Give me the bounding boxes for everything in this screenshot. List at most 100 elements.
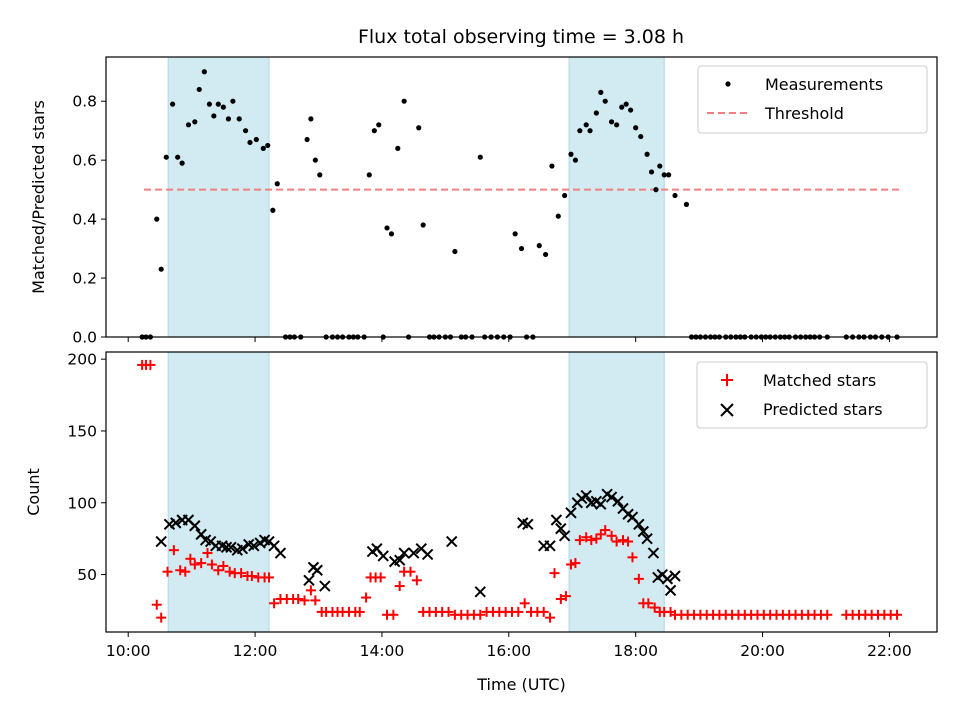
measurement-point-59 <box>452 248 458 255</box>
measurement-point-13 <box>206 101 212 107</box>
measurement-point-89 <box>623 101 629 107</box>
predicted-star-point-52 <box>605 491 618 503</box>
measurement-point-23 <box>260 145 266 151</box>
measurement-point-34 <box>317 172 323 178</box>
top-axes-frame <box>105 56 938 338</box>
measurement-point-12 <box>201 69 207 75</box>
matched-star-point-86 <box>627 552 638 563</box>
measurement-point-81 <box>583 122 589 128</box>
predicted-star-point-22 <box>303 574 315 587</box>
matched-star-point-84 <box>617 535 628 546</box>
measurement-point-10 <box>192 119 198 125</box>
bottom-y-tick-label-0: 50 <box>77 566 97 584</box>
predicted-star-point-31 <box>398 547 410 559</box>
top-shaded-interval-1 <box>568 56 665 338</box>
measurement-point-90 <box>628 107 634 113</box>
predicted-star-point-47 <box>580 489 592 502</box>
measurement-point-14 <box>211 113 217 119</box>
measurement-point-98 <box>666 172 672 178</box>
measurement-point-22 <box>253 136 259 143</box>
bottom-axes-ticks: 10:00 12:00 14:00 16:00 18:00 20:00 22:00 50 100… <box>67 351 911 660</box>
measurement-point-33 <box>312 157 318 163</box>
measurement-point-15 <box>215 101 221 107</box>
x-tick-label-4: 18:00 <box>613 642 658 660</box>
predicted-star-point-59 <box>641 532 653 545</box>
legend-measurements-label: Measurements <box>765 75 883 94</box>
measurement-point-43 <box>366 172 372 178</box>
predicted-star-point-64 <box>664 584 677 597</box>
predicted-star-point-38 <box>522 518 534 531</box>
matched-star-point-13 <box>206 559 217 570</box>
matched-star-point-2 <box>145 359 156 370</box>
predicted-star-point-11 <box>220 541 233 553</box>
measurement-point-6 <box>170 101 176 107</box>
matched-star-point-4 <box>156 612 167 623</box>
matched-star-point-9 <box>185 553 196 564</box>
legend-threshold-label: Threshold <box>764 104 844 123</box>
matched-star-point-72 <box>555 593 566 604</box>
bottom-axes-frame <box>105 351 938 633</box>
matched-star-point-66 <box>519 598 530 609</box>
measurement-point-7 <box>175 154 181 160</box>
measurement-point-83 <box>593 110 599 116</box>
measurement-point-4 <box>158 266 164 272</box>
measurement-point-76 <box>555 213 561 219</box>
top-panel: 0.00.20.40.60.8 Matched/Predicted stars … <box>29 56 938 347</box>
matched-star-point-31 <box>310 595 321 606</box>
matched-star-point-65 <box>513 606 524 617</box>
matched-star-point-71 <box>549 568 560 579</box>
matched-star-point-6 <box>168 545 179 556</box>
measurement-point-50 <box>401 98 407 104</box>
matched-star-point-30 <box>305 585 316 596</box>
measurement-point-77 <box>562 192 568 199</box>
predicted-star-point-24 <box>311 564 323 576</box>
predicted-star-point-42 <box>555 522 567 535</box>
matched-star-point-70 <box>545 612 556 623</box>
measurement-point-80 <box>577 128 583 134</box>
measurement-point-70 <box>518 245 525 252</box>
top-y-tick-label-0: 0.0 <box>72 329 97 347</box>
measurement-point-11 <box>196 86 202 93</box>
measurement-point-78 <box>568 151 574 157</box>
predicted-star-point-63 <box>661 573 674 585</box>
bottom-shaded-interval-0 <box>167 351 270 633</box>
measurement-point-87 <box>614 122 620 128</box>
chart-title: Flux total observing time = 3.08 h <box>358 26 684 48</box>
measurement-point-75 <box>549 163 555 169</box>
matched-star-point-76 <box>574 535 585 546</box>
measurement-point-21 <box>247 139 253 146</box>
matched-star-point-59 <box>475 609 486 620</box>
measurement-point-48 <box>388 231 395 237</box>
measurement-point-74 <box>543 251 549 258</box>
matched-star-point-40 <box>361 592 372 603</box>
matched-star-point-12 <box>202 548 213 559</box>
top-y-axis-label: Matched/Predicted stars <box>29 100 48 294</box>
measurement-point-49 <box>395 145 401 151</box>
matched-star-point-18 <box>236 568 247 579</box>
matched-star-point-39 <box>354 606 365 617</box>
predicted-star-point-57 <box>633 518 645 531</box>
measurement-point-88 <box>619 104 625 110</box>
matched-star-point-23 <box>264 572 275 583</box>
predicted-star-point-50 <box>595 498 607 510</box>
matched-star-point-45 <box>388 609 399 620</box>
measurement-point-24 <box>265 142 271 149</box>
predicted-star-point-32 <box>407 547 420 559</box>
measurement-point-5 <box>163 154 169 160</box>
matched-star-point-5 <box>162 566 173 577</box>
measurement-point-18 <box>230 98 236 104</box>
matched-star-point-87 <box>633 573 644 584</box>
matched-star-point-8 <box>180 566 191 577</box>
measurement-point-95 <box>653 187 659 193</box>
measurement-point-25 <box>270 207 276 213</box>
measurement-point-96 <box>657 163 663 169</box>
matched-star-point-20 <box>246 571 257 581</box>
matched-star-point-48 <box>405 566 416 577</box>
predicted-star-point-44 <box>565 507 577 519</box>
measurement-point-16 <box>220 104 226 110</box>
matched-stars-series <box>137 359 903 623</box>
predicted-star-point-58 <box>637 525 650 538</box>
x-tick-label-6: 22:00 <box>867 642 912 660</box>
measurement-point-79 <box>572 157 579 163</box>
measurement-point-93 <box>644 151 650 157</box>
